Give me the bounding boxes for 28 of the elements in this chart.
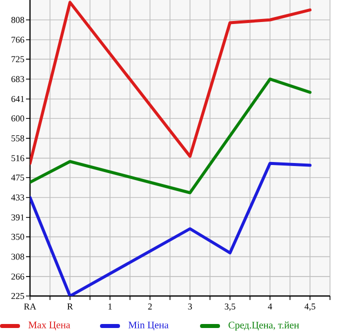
x-tick-label: 3,5	[224, 304, 236, 311]
line-series	[30, 162, 312, 296]
x-tick-label: 3	[188, 304, 192, 310]
y-tick-label: 641	[11, 96, 24, 102]
y-tick-label: 433	[11, 194, 24, 201]
line-series	[30, 0, 312, 165]
y-tick-label: 558	[12, 135, 24, 142]
legend-label: Сред.Цена, т.йен	[228, 322, 299, 330]
x-tick-label: 4,5	[304, 304, 316, 311]
y-tick-label: 391	[11, 214, 24, 220]
y-tick-label: 266	[11, 274, 24, 280]
x-tick-label: 2	[148, 304, 152, 310]
y-tick-label: 225	[11, 292, 24, 300]
legend-label: Max Цена	[28, 322, 70, 330]
y-tick-label: 766	[12, 36, 24, 43]
y-tick-label: 475	[11, 174, 24, 181]
x-tick-label: R	[67, 304, 73, 310]
x-tick-label: RA	[24, 304, 36, 310]
y-tick-label: 725	[12, 56, 24, 62]
y-tick-label: 808	[11, 16, 24, 23]
y-tick-label: 600	[11, 115, 24, 122]
y-tick-label: 308	[11, 254, 24, 260]
x-tick-label: 1	[108, 304, 112, 310]
legend-label: Min Цена	[128, 322, 169, 330]
y-tick-label: 683	[11, 76, 24, 82]
y-tick-label: 350	[11, 234, 24, 240]
y-tick-label: 516	[12, 155, 24, 162]
x-tick-label: 4	[268, 304, 272, 310]
